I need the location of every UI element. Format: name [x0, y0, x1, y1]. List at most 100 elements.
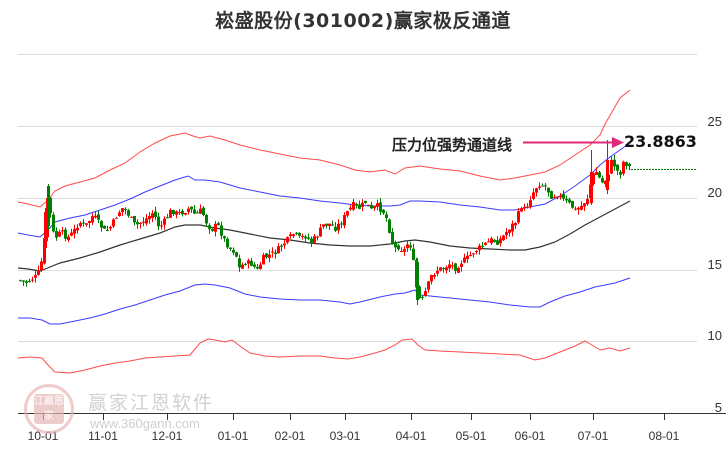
candle-body: [562, 193, 565, 199]
candle-body: [616, 164, 619, 171]
y-tick-25: 25: [707, 114, 722, 129]
candle-body: [463, 257, 466, 263]
candle-body: [163, 218, 166, 225]
candle-body: [44, 212, 47, 248]
candle-body: [157, 216, 160, 227]
upper-inner-channel-line: [17, 142, 631, 238]
candle-body: [376, 203, 379, 207]
candle-body: [520, 208, 523, 212]
candle-body: [253, 264, 256, 267]
candle-body: [391, 231, 394, 244]
resistance-arrow: [523, 137, 624, 148]
candle-body: [625, 162, 628, 166]
candle-body: [496, 240, 499, 245]
candle-body: [460, 263, 463, 267]
candle-body: [214, 223, 217, 232]
watermark-text: 赢家江恩软件: [88, 392, 215, 414]
candle-body: [241, 264, 244, 269]
candle-body: [493, 239, 496, 242]
candle-body: [178, 212, 181, 214]
x-tick-02-01: 02-01: [274, 429, 306, 443]
candle-body: [416, 262, 419, 300]
lower-inner-channel-line: [18, 277, 631, 325]
candle-body: [484, 242, 487, 245]
candle-body: [58, 231, 61, 237]
candle-body: [583, 203, 586, 207]
y-tick-10: 10: [707, 328, 722, 343]
candle-body: [331, 224, 334, 226]
candle-body: [628, 163, 631, 167]
candle-body: [61, 230, 64, 232]
candle-body: [295, 232, 298, 234]
candle-body: [580, 205, 583, 210]
candle-body: [121, 208, 124, 213]
candle-body: [505, 232, 508, 236]
candle-body: [511, 223, 514, 232]
candle-body: [421, 296, 424, 298]
candle-body: [595, 172, 598, 175]
candle-body: [457, 267, 460, 273]
candle-body: [226, 238, 229, 248]
candle-body: [34, 275, 37, 278]
candle-body: [451, 265, 454, 267]
candle-body: [553, 196, 556, 198]
candle-body: [208, 225, 211, 230]
candle-body: [427, 281, 430, 290]
candle-body: [469, 254, 472, 256]
candle-body: [130, 216, 133, 218]
candle-body: [247, 260, 250, 264]
candle-body: [418, 286, 421, 299]
candle-body: [373, 206, 376, 209]
candle-body: [220, 225, 223, 236]
candle-body: [175, 211, 178, 215]
candle-body: [400, 250, 403, 252]
upper-outer-channel-line: [17, 89, 631, 208]
candle-body: [301, 235, 304, 237]
candle-body: [577, 207, 580, 210]
candle-body: [280, 245, 283, 247]
candle-body: [436, 270, 439, 274]
candle-body: [268, 254, 271, 258]
candle-body: [352, 202, 355, 210]
candle-body: [508, 229, 511, 233]
candle-body: [403, 249, 406, 252]
candle-body: [187, 208, 190, 213]
candle-body: [412, 248, 415, 260]
candle-body: [397, 245, 400, 250]
candle-body: [37, 270, 40, 275]
candle-body: [442, 268, 445, 270]
candle-body: [325, 223, 328, 226]
candle-body: [340, 223, 343, 225]
candle-body: [382, 209, 385, 214]
candle-body: [193, 209, 196, 214]
candle-body: [22, 280, 25, 282]
x-tick-03-01: 03-01: [329, 429, 361, 443]
candle-body: [606, 160, 609, 190]
candle-body: [127, 210, 130, 216]
candle-body: [319, 227, 322, 237]
candle-body: [361, 202, 364, 207]
candle-body: [148, 215, 151, 220]
x-tick-07-01: 07-01: [577, 429, 609, 443]
candle-body: [298, 232, 301, 236]
candle-body: [499, 238, 502, 244]
candle-body: [598, 172, 601, 178]
candle-body: [532, 192, 535, 199]
candle-body: [541, 185, 544, 187]
y-tick-15: 15: [707, 257, 722, 272]
candle-body: [31, 279, 34, 281]
candle-body: [238, 258, 241, 268]
candle-body: [160, 225, 163, 227]
resistance-label: 压力位强势通道线: [392, 136, 513, 154]
candle-body: [475, 251, 478, 253]
x-tick-11-01: 11-01: [88, 429, 118, 443]
x-tick-05-01: 05-01: [455, 429, 487, 443]
grid-lines: [18, 54, 697, 342]
candle-body: [394, 242, 397, 248]
candle-body: [613, 159, 616, 167]
candle-body: [355, 203, 358, 205]
candle-body: [550, 191, 553, 199]
candle-body: [211, 228, 214, 231]
candle-body: [145, 218, 148, 224]
